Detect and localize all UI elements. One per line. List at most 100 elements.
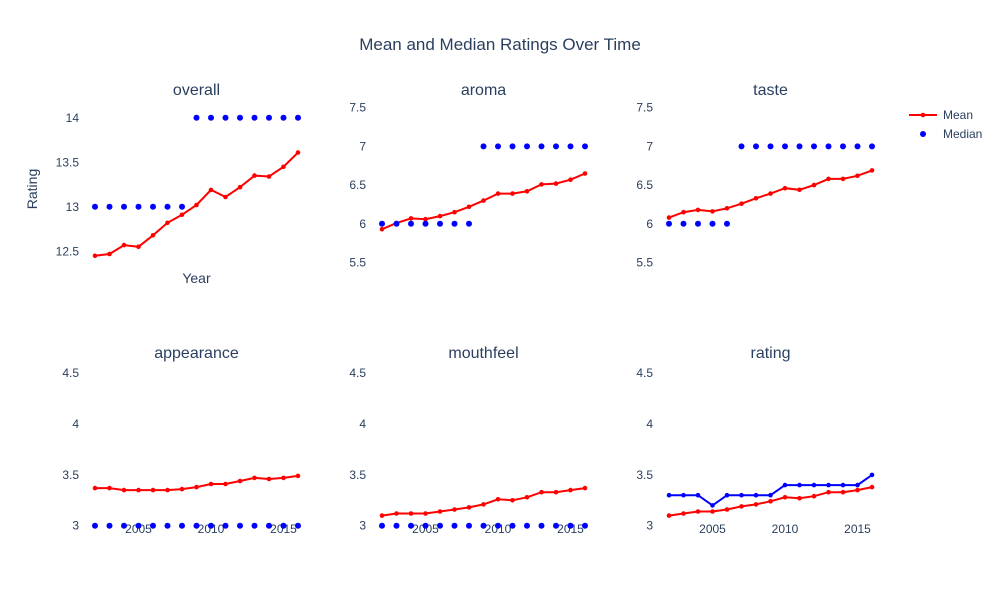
data-point [252,173,257,178]
subplot-mouthfeel: mouthfeel 3 3.5 4 4.5 2005 2010 2015 [349,345,588,536]
data-point [393,522,400,529]
data-point [237,478,243,484]
data-point [280,114,287,121]
data-point [495,143,501,150]
data-point [797,496,802,501]
series-mean [666,484,875,518]
data-point [782,495,788,500]
data-point [107,251,112,257]
data-point [724,220,730,227]
data-point [466,204,472,210]
data-point [237,522,243,529]
data-point [423,511,428,516]
data-point [379,513,385,518]
data-point [710,509,715,514]
data-point [796,143,803,150]
legend-item-median[interactable]: Median [920,127,982,141]
data-point [539,489,544,495]
data-point [753,143,759,150]
y-tick-label: 4 [646,417,653,431]
data-point [840,143,846,150]
y-tick-label: 12.5 [56,244,80,258]
data-point [666,220,672,227]
x-tick-label: 2005 [125,522,152,536]
data-point [121,522,127,529]
subplot-rating: rating 3 3.5 4 4.5 2005 2010 2015 [636,345,875,536]
y-tick-label: 14 [66,111,80,125]
subplot-overall: overall 12.5 13 13.5 14 Year Rating [24,82,301,286]
x-tick-label: 2005 [412,522,439,536]
y-tick-label: 4.5 [636,366,653,380]
y-tick-label: 7 [646,139,653,153]
y-tick-label: 7.5 [349,101,366,115]
data-point [582,171,588,176]
data-point [710,503,715,508]
data-point [150,203,156,210]
data-point [582,485,588,491]
data-point [295,522,301,529]
legend[interactable]: Mean Median [909,108,982,141]
data-point [666,492,672,498]
data-point [165,487,170,493]
data-point [840,489,846,495]
subplot-aroma: aroma 5.5 6 6.5 7 7.5 [349,82,588,270]
data-point [121,487,127,493]
data-point [553,143,559,150]
data-point [582,522,588,529]
data-point [782,143,788,150]
data-point [553,489,559,495]
data-point [567,522,574,529]
data-point [266,174,272,179]
data-point [223,481,228,487]
series-median [379,522,588,529]
data-point [222,522,229,529]
data-point [695,492,701,498]
data-point [208,187,214,193]
data-point [510,191,515,196]
y-tick-label: 4.5 [349,366,366,380]
data-point [106,203,113,210]
data-point [280,522,287,529]
data-point [840,176,846,182]
data-point [568,177,573,182]
data-point [422,522,429,529]
y-tick-label: 3 [72,519,79,533]
data-point [437,220,443,227]
data-point [92,253,98,259]
chart-title: Mean and Median Ratings Over Time [359,35,641,54]
data-point [538,522,545,529]
data-point [709,220,716,227]
data-point [179,212,185,218]
data-point [524,189,530,194]
data-point [422,220,429,227]
data-point [495,522,501,529]
y-tick-label: 4 [72,417,79,431]
data-point [710,209,715,214]
data-point [681,492,686,498]
data-point [753,492,759,498]
data-point [408,522,414,529]
series-median [666,472,875,508]
data-point [194,202,199,208]
subplot-title: taste [753,82,788,99]
data-point [826,482,831,488]
subplots: overall 12.5 13 13.5 14 Year Rating aroma 5.5 6 6.… [24,82,875,536]
data-point [768,499,773,504]
data-point [423,216,428,222]
y-tick-label: 6 [359,217,366,231]
data-point [680,220,687,227]
data-point [451,522,458,529]
data-point [782,482,788,488]
data-point [135,203,142,210]
subplot-title: overall [173,82,220,99]
legend-label: Mean [943,108,973,122]
data-point [237,184,243,190]
y-tick-label: 6.5 [349,178,366,192]
data-point [92,203,98,210]
data-point [811,493,817,499]
data-point [567,143,574,150]
data-point [681,511,686,516]
legend-item-mean[interactable]: Mean [909,108,973,122]
y-tick-label: 3.5 [349,468,366,482]
data-point [854,143,861,150]
